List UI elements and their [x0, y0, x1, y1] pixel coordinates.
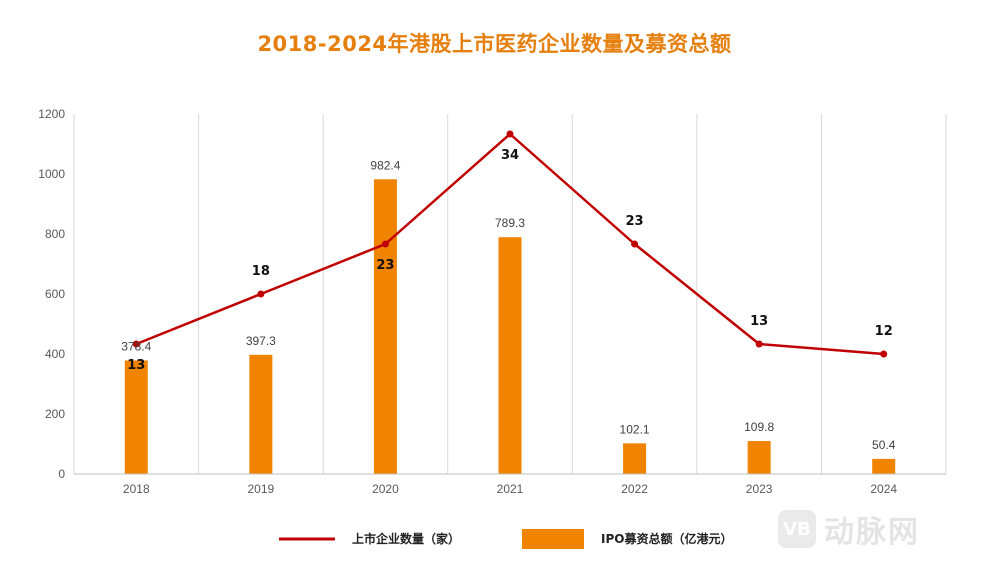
line-point-2023	[755, 340, 763, 348]
line-point-2018	[132, 340, 140, 348]
line-point-2020	[381, 240, 389, 248]
bar-value-label: 789.3	[495, 216, 525, 230]
x-tick-label: 2020	[372, 482, 399, 496]
bar-value-label: 50.4	[872, 438, 896, 452]
bar-2018	[124, 360, 148, 474]
x-tick-label: 2018	[123, 482, 150, 496]
bar-value-label: 982.4	[370, 158, 400, 172]
y-tick-label: 600	[45, 287, 65, 301]
bar-value-label: 109.8	[744, 420, 774, 434]
bar-2021	[498, 237, 522, 474]
bar-value-label: 102.1	[620, 422, 650, 436]
bar-2020	[373, 179, 397, 474]
legend-bar-swatch	[522, 529, 584, 549]
labels-layer: 378.4 397.3 982.4 789.3 102.1 109.8 50.4 13 18 23…	[121, 148, 895, 452]
x-tick-label: 2024	[870, 482, 897, 496]
chart-title: 2018-2024年港股上市医药企业数量及募资总额	[257, 32, 732, 56]
legend: 上市企业数量（家） IPO募资总额（亿港元）	[279, 529, 732, 549]
line-value-label: 23	[626, 214, 644, 229]
line-value-label: 18	[252, 264, 270, 279]
line-value-label: 13	[750, 314, 768, 329]
bars-layer	[124, 179, 896, 474]
bar-value-label: 378.4	[121, 339, 151, 353]
watermark: VB 动脉网	[778, 507, 920, 551]
y-tick-label: 200	[45, 407, 65, 421]
line-value-label: 34	[501, 148, 519, 163]
bar-value-label: 397.3	[246, 334, 276, 348]
watermark-text: 动脉网	[824, 515, 920, 550]
y-tick-label: 1000	[38, 167, 65, 181]
watermark-logo-icon: VB	[778, 510, 816, 548]
bar-2023	[747, 441, 771, 474]
x-tick-label: 2023	[746, 482, 773, 496]
line-point-2019	[257, 290, 265, 298]
y-tick-label: 800	[45, 227, 65, 241]
x-tick-label: 2021	[497, 482, 524, 496]
y-tick-label: 1200	[38, 107, 65, 121]
line-value-label: 13	[127, 358, 145, 373]
bar-2019	[249, 354, 273, 474]
legend-bar-label: IPO募资总额（亿港元）	[601, 531, 732, 546]
line-value-label: 23	[376, 258, 394, 273]
line-point-2021	[506, 130, 514, 138]
bar-2022	[623, 443, 647, 474]
line-point-2024	[880, 350, 888, 358]
line-point-2022	[631, 240, 639, 248]
x-tick-label: 2019	[248, 482, 275, 496]
axis-layer: 0 200 400 600 800 1000 1200 2018 2019 2020 2021 202…	[38, 107, 946, 496]
line-layer	[132, 130, 888, 358]
y-tick-label: 0	[58, 467, 65, 481]
legend-line-label: 上市企业数量（家）	[352, 531, 460, 546]
bar-2024	[872, 458, 896, 474]
x-tick-label: 2022	[621, 482, 648, 496]
line-value-label: 12	[875, 324, 893, 339]
y-tick-label: 400	[45, 347, 65, 361]
